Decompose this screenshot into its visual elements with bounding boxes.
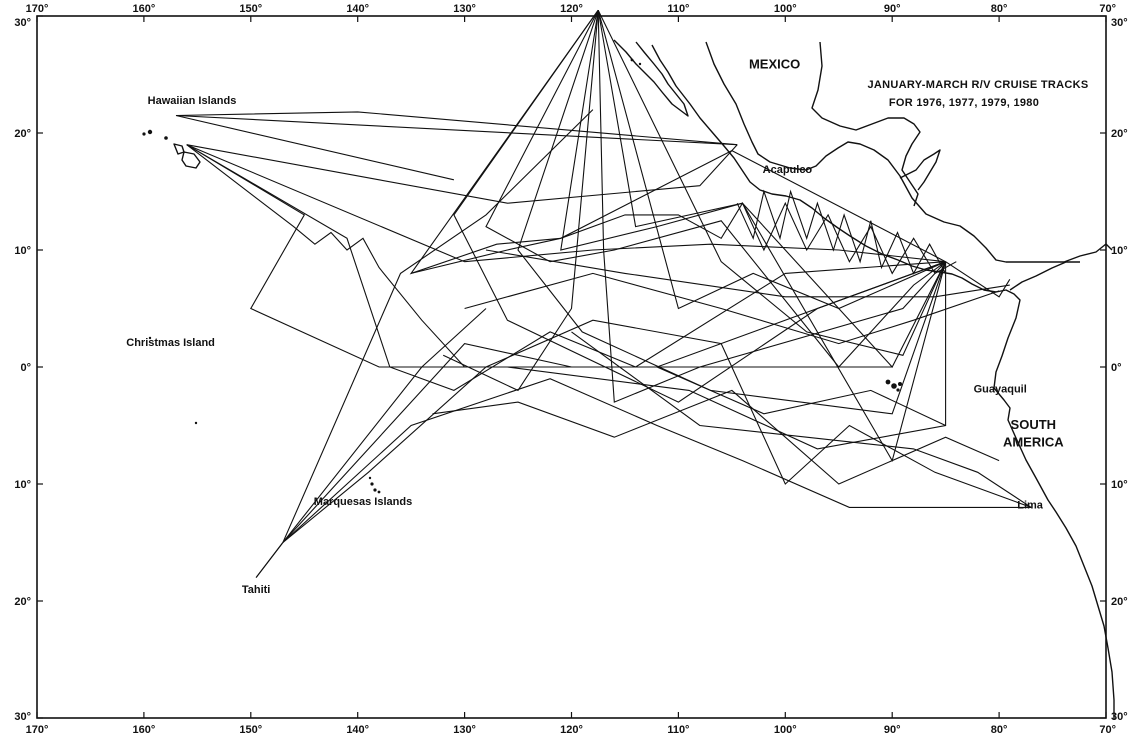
cruise-track-22 [282,342,893,543]
lat-label-left: 30° [14,17,31,29]
lat-label-right: 10° [1111,245,1128,257]
lat-label-right: 20° [1111,596,1128,608]
longitude-labels-top: 170° 160° 150° 140° 130° 120° 110° 100° 90° 80° 70… [26,3,1116,15]
cruise-track-31 [656,366,946,426]
lon-label-top: 110° [667,3,689,15]
cruise-track-1 [175,111,738,146]
place-label-guayaquil: Guayaquil [974,384,1027,396]
longitude-labels-bottom: 170° 160° 150° 140° 130° 120° 110° 100° 90° 80° 70… [26,724,1116,736]
galapagos-islands-shapes [885,379,902,392]
cruise-track-18 [442,10,599,392]
lon-label-bottom: 170° [26,724,49,736]
cruise-track-5 [186,144,946,368]
coastline-gulf-of-mexico-east [811,41,921,207]
lat-label-right: 30° [1111,711,1128,723]
lat-label-right: 10° [1111,479,1128,491]
cruise-track-27 [485,249,1010,298]
latitude-labels-right: 30° 20° 10° 0° 10° 20° 30° [1111,17,1128,723]
cruise-track-7 [186,144,947,450]
lon-label-bottom: 100° [774,724,797,736]
cruise-track-29 [432,389,1000,485]
cruise-track-24 [410,201,957,275]
cruise-track-11 [485,9,946,368]
lon-label-bottom: 150° [239,724,262,736]
cruise-track-23 [282,378,1032,543]
cruise-track-15 [597,10,947,368]
cruise-track-3 [175,114,455,181]
lat-label-left: 10° [14,245,31,257]
cruise-track-10 [453,9,946,403]
place-label-tahiti: Tahiti [242,584,271,596]
cruise-track-28 [571,331,1032,508]
cruise-track-4 [186,144,738,204]
coastline-americas [651,44,1115,720]
coastline-south-america-north [1009,261,1080,291]
cruise-track-21 [282,319,1032,543]
lon-label-top: 70° [1099,3,1116,15]
lon-label-top: 170° [26,3,49,15]
map-title-line2: FOR 1976, 1977, 1979, 1980 [889,97,1039,109]
coastline-mexico-gulf [705,41,1113,263]
lat-label-right: 20° [1111,128,1128,140]
lon-label-bottom: 140° [346,724,369,736]
coastline-baja-california [613,39,689,117]
lon-label-bottom: 160° [133,724,156,736]
lon-label-top: 80° [991,3,1008,15]
marquesas-islands-shapes [368,476,381,494]
lon-label-bottom: 130° [453,724,476,736]
cruise-track-25 [736,189,947,275]
lat-label-left: 0° [20,362,31,374]
lon-label-top: 90° [884,3,901,15]
lon-label-bottom: 90° [884,724,901,736]
place-label-america: AMERICA [1003,435,1064,450]
place-label-hawaiian-islands: Hawaiian Islands [148,95,237,107]
cruise-track-14 [597,10,947,403]
coastline-yucatan [899,149,941,191]
cruise-track-26 [464,272,1000,345]
lon-label-top: 160° [133,3,156,15]
cruise-track-30 [945,261,1011,298]
cruise-track-17 [597,9,947,356]
place-label-marquesas-islands: Marquesas Islands [314,496,412,508]
place-label-south: SOUTH [1011,417,1057,432]
cruise-track-16 [597,10,946,310]
cruise-track-13 [560,10,947,463]
lat-label-left: 10° [14,479,31,491]
lon-label-top: 130° [453,3,476,15]
cruise-track-20 [255,109,594,578]
place-label-mexico: MEXICO [749,57,800,72]
small-islands-shapes [148,58,642,425]
cruise-track-12 [517,10,947,415]
latitude-labels-left: 30° 20° 10° 0° 10° 20° 30° [14,17,31,723]
lat-label-left: 20° [14,128,31,140]
lat-label-left: 30° [14,711,31,723]
lon-label-bottom: 120° [560,724,583,736]
lon-label-bottom: 70° [1099,724,1116,736]
cruise-tracks [175,9,1032,578]
lon-label-top: 140° [346,3,369,15]
place-labels: Hawaiian Islands Christmas Island Marquesa… [126,57,1064,596]
lat-label-left: 20° [14,596,31,608]
map-title-line1: JANUARY-MARCH R/V CRUISE TRACKS [868,79,1089,91]
cruise-track-2 [175,114,738,146]
lon-label-bottom: 110° [667,724,689,736]
cruise-track-6 [186,144,946,392]
lon-label-bottom: 80° [991,724,1008,736]
lat-label-right: 0° [1111,362,1122,374]
lon-label-top: 120° [560,3,583,15]
cruise-track-9 [409,9,946,275]
hawaiian-islands-shapes [142,129,201,169]
lon-label-top: 100° [774,3,797,15]
place-label-lima: Lima [1017,500,1044,512]
lon-label-top: 150° [239,3,262,15]
graticule-ticks [36,15,1107,719]
place-label-acapulco: Acapulco [763,164,813,176]
place-label-christmas-island: Christmas Island [126,337,215,349]
lat-label-right: 30° [1111,17,1128,29]
